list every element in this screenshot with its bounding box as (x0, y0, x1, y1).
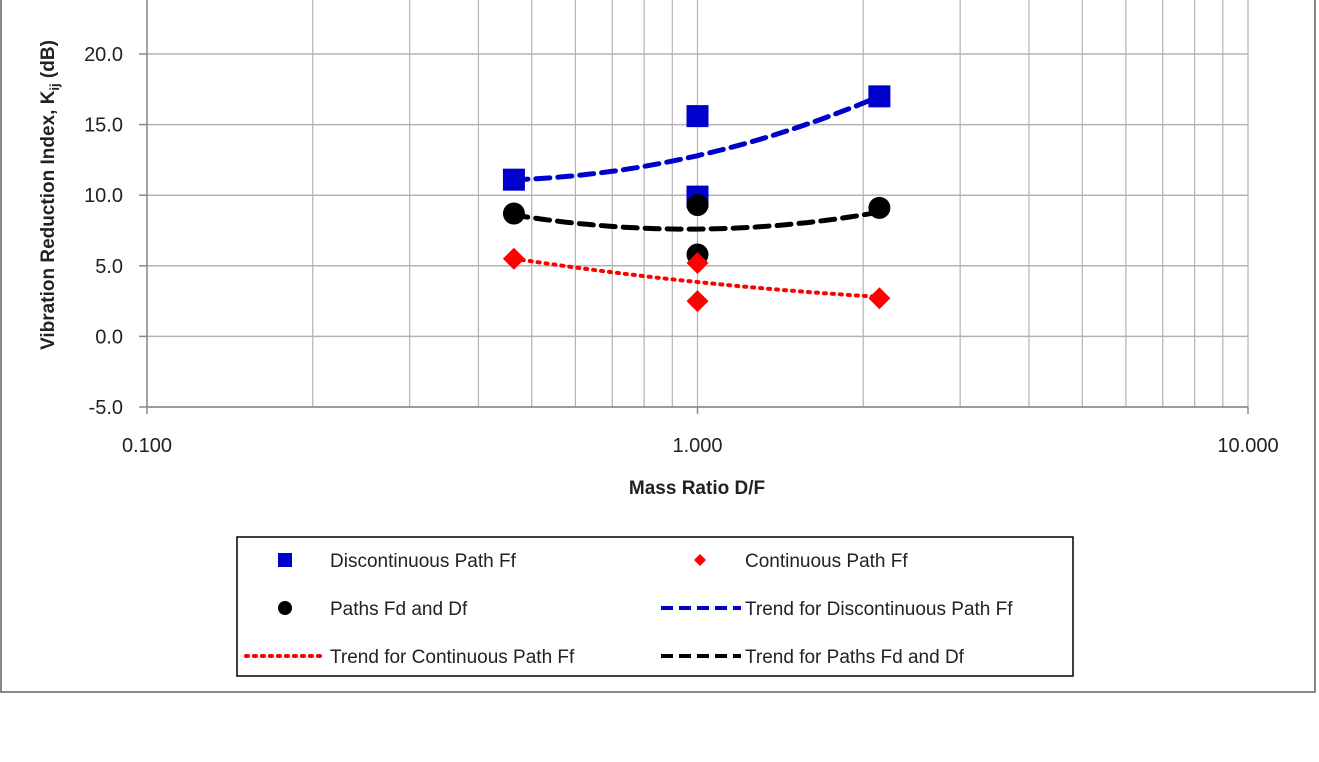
y-tick-label: 0.0 (95, 326, 123, 348)
diamond-marker (686, 251, 709, 274)
square-marker (278, 553, 292, 567)
y-tick-label: 5.0 (95, 256, 123, 278)
circle-marker (868, 196, 891, 219)
legend-label: Discontinuous Path Ff (330, 551, 517, 572)
square-marker (502, 168, 525, 191)
legend-item: Discontinuous Path Ff (278, 551, 517, 572)
square-marker (686, 105, 709, 128)
circle-marker (686, 194, 709, 217)
legend-item: Continuous Path Ff (694, 551, 908, 572)
legend-label: Continuous Path Ff (745, 551, 908, 572)
y-axis-label: Vibration Reduction Index, Kij (dB) (38, 40, 62, 350)
trend-line (511, 209, 882, 232)
x-tick-label: 0.100 (122, 435, 172, 457)
legend-item: Paths Fd and Df (278, 599, 468, 620)
axes: -5.0 0.0 5.0 10.0 15.0 20.0 0.100 1.000 10.000 (84, 0, 1279, 457)
legend-label: Trend for Paths Fd and Df (745, 647, 965, 668)
legend-label: Paths Fd and Df (330, 599, 468, 620)
diamond-marker (868, 287, 891, 310)
square-marker (868, 85, 891, 108)
diamond-marker (686, 290, 709, 313)
y-tick-label: -5.0 (89, 397, 123, 419)
y-tick-label: 10.0 (84, 185, 123, 207)
data-points (502, 85, 891, 313)
x-tick-label: 1.000 (672, 435, 722, 457)
legend: Discontinuous Path Ff Continuous Path Ff P… (236, 536, 1074, 677)
circle-marker (502, 202, 525, 225)
circle-marker (278, 601, 292, 615)
legend-item: Trend for Continuous Path Ff (244, 647, 575, 668)
diamond-marker (694, 554, 706, 566)
x-tick-label: 10.000 (1217, 435, 1278, 457)
legend-label: Trend for Discontinuous Path Ff (745, 599, 1013, 620)
grid (146, 0, 1249, 408)
x-axis-label: Mass Ratio D/F (629, 478, 765, 499)
y-tick-label: 20.0 (84, 44, 123, 66)
legend-label: Trend for Continuous Path Ff (330, 647, 575, 668)
diamond-marker (502, 247, 525, 270)
y-tick-label: 15.0 (84, 115, 123, 137)
trend-line (511, 256, 882, 299)
legend-item: Trend for Discontinuous Path Ff (661, 599, 1013, 620)
trend-line (511, 93, 882, 183)
trend-lines (511, 93, 882, 299)
legend-item: Trend for Paths Fd and Df (661, 647, 965, 668)
